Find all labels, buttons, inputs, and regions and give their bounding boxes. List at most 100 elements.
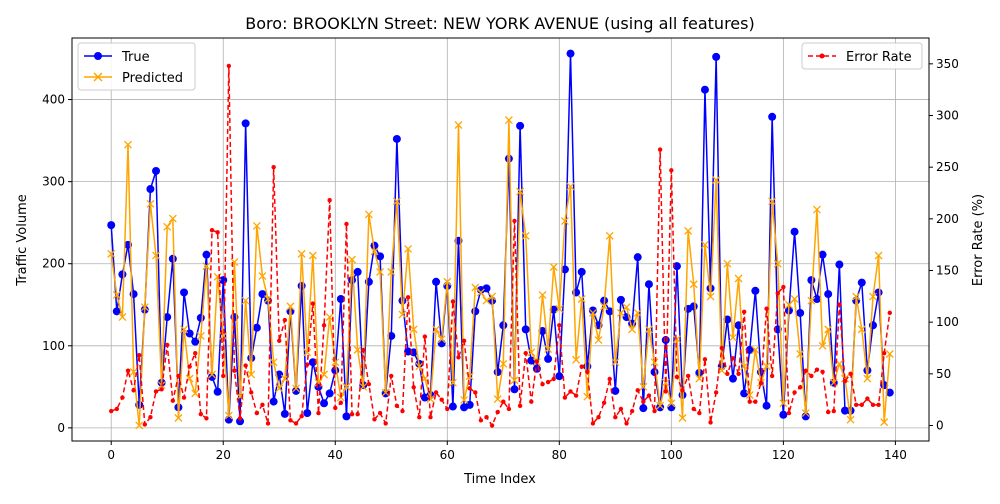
data-point-true	[499, 321, 508, 330]
data-point-predicted	[857, 325, 866, 334]
data-point-predicted	[813, 205, 821, 214]
data-point-predicted	[880, 418, 889, 427]
data-point-true	[768, 112, 777, 121]
data-point-true	[818, 250, 827, 259]
x-tick-label: 60	[440, 448, 455, 462]
data-point-predicted	[728, 333, 737, 342]
data-point-error-rate	[702, 357, 708, 362]
data-point-predicted	[740, 362, 749, 371]
data-point-error-rate	[764, 306, 769, 311]
data-point-error-rate	[842, 378, 848, 384]
data-point-predicted	[241, 296, 250, 305]
data-point-true	[504, 154, 513, 163]
data-point-error-rate	[848, 371, 853, 377]
data-point-error-rate	[131, 388, 136, 393]
data-point-error-rate	[517, 403, 523, 409]
data-point-predicted	[320, 370, 329, 379]
data-point-true	[734, 321, 743, 330]
data-point-true	[331, 366, 340, 375]
data-point-predicted	[292, 384, 301, 393]
data-point-true	[180, 288, 189, 297]
data-point-error-rate	[758, 380, 764, 386]
data-point-error-rate	[876, 402, 881, 408]
data-point-predicted	[174, 414, 183, 422]
data-point-predicted	[488, 292, 497, 301]
data-point-error-rate	[221, 373, 226, 379]
data-point-error-rate	[467, 386, 472, 391]
data-point-error-rate	[512, 218, 517, 224]
data-point-true	[303, 409, 312, 418]
data-point-error-rate	[585, 369, 590, 374]
data-point-predicted	[269, 358, 278, 367]
data-point-predicted	[863, 374, 872, 383]
y2-axis-label: Error Rate (%)	[971, 194, 986, 286]
x-tick-label: 100	[660, 448, 683, 462]
data-point-error-rate	[501, 399, 506, 404]
y-tick-label: 300	[42, 175, 65, 189]
data-point-true	[241, 119, 250, 128]
data-point-true	[320, 399, 329, 408]
x-tick-label: 80	[552, 448, 567, 462]
data-point-true	[644, 280, 653, 289]
data-point-true	[874, 288, 883, 297]
data-point-error-rate	[523, 350, 528, 356]
legend-error-label: Error Rate	[846, 50, 912, 65]
data-point-error-rate	[209, 228, 215, 233]
data-point-true	[672, 262, 681, 271]
data-point-predicted	[684, 226, 693, 235]
data-point-true	[611, 386, 620, 395]
data-point-error-rate	[887, 310, 892, 316]
data-point-error-rate	[473, 390, 478, 395]
data-point-error-rate	[254, 410, 260, 416]
data-point-error-rate	[624, 421, 629, 426]
data-point-true	[112, 307, 121, 316]
data-point-error-rate	[260, 402, 265, 408]
data-point-error-rate	[377, 410, 383, 416]
data-point-predicted	[168, 214, 177, 223]
data-point-error-rate	[204, 416, 209, 421]
data-point-true	[796, 308, 805, 317]
data-point-predicted	[656, 401, 665, 410]
data-point-true	[577, 267, 586, 276]
y-tick-label: 100	[42, 339, 65, 353]
data-point-error-rate	[198, 411, 204, 417]
y-tick-label: 0	[57, 421, 65, 435]
legend-true-label: True	[121, 50, 150, 65]
data-point-true	[208, 372, 217, 381]
y2-tick-label: 100	[936, 315, 959, 329]
data-point-error-rate	[428, 415, 433, 420]
data-point-true	[314, 382, 323, 391]
data-point-error-rate	[316, 410, 321, 416]
data-point-error-rate	[573, 393, 579, 398]
data-point-predicted	[140, 303, 149, 312]
data-point-predicted	[112, 290, 121, 299]
data-point-error-rate	[590, 421, 596, 426]
data-point-error-rate	[545, 379, 551, 385]
data-point-true	[762, 401, 771, 410]
data-point-predicted	[869, 292, 877, 301]
data-point-error-rate	[293, 421, 299, 426]
data-point-error-rate	[669, 168, 674, 173]
data-point-true	[857, 278, 866, 287]
data-point-true	[370, 241, 379, 250]
data-point-error-rate	[562, 395, 568, 400]
data-point-error-rate	[193, 350, 198, 356]
data-point-error-rate	[349, 411, 355, 417]
data-point-predicted	[566, 182, 575, 191]
data-point-error-rate	[652, 408, 657, 414]
data-point-error-rate	[657, 147, 663, 152]
data-point-error-rate	[540, 381, 545, 387]
data-point-true	[723, 315, 732, 324]
data-point-true	[482, 284, 491, 293]
data-point-error-rate	[641, 399, 646, 404]
data-point-predicted	[353, 345, 362, 354]
data-point-error-rate	[781, 284, 786, 290]
data-point-predicted	[588, 308, 597, 317]
data-point-predicted	[152, 251, 160, 260]
data-point-predicted	[196, 331, 205, 340]
data-point-error-rate	[674, 374, 680, 380]
data-point-predicted	[247, 370, 256, 379]
data-point-true	[566, 49, 575, 58]
data-point-predicted	[124, 140, 132, 149]
y2-tick-label: 350	[936, 57, 959, 71]
